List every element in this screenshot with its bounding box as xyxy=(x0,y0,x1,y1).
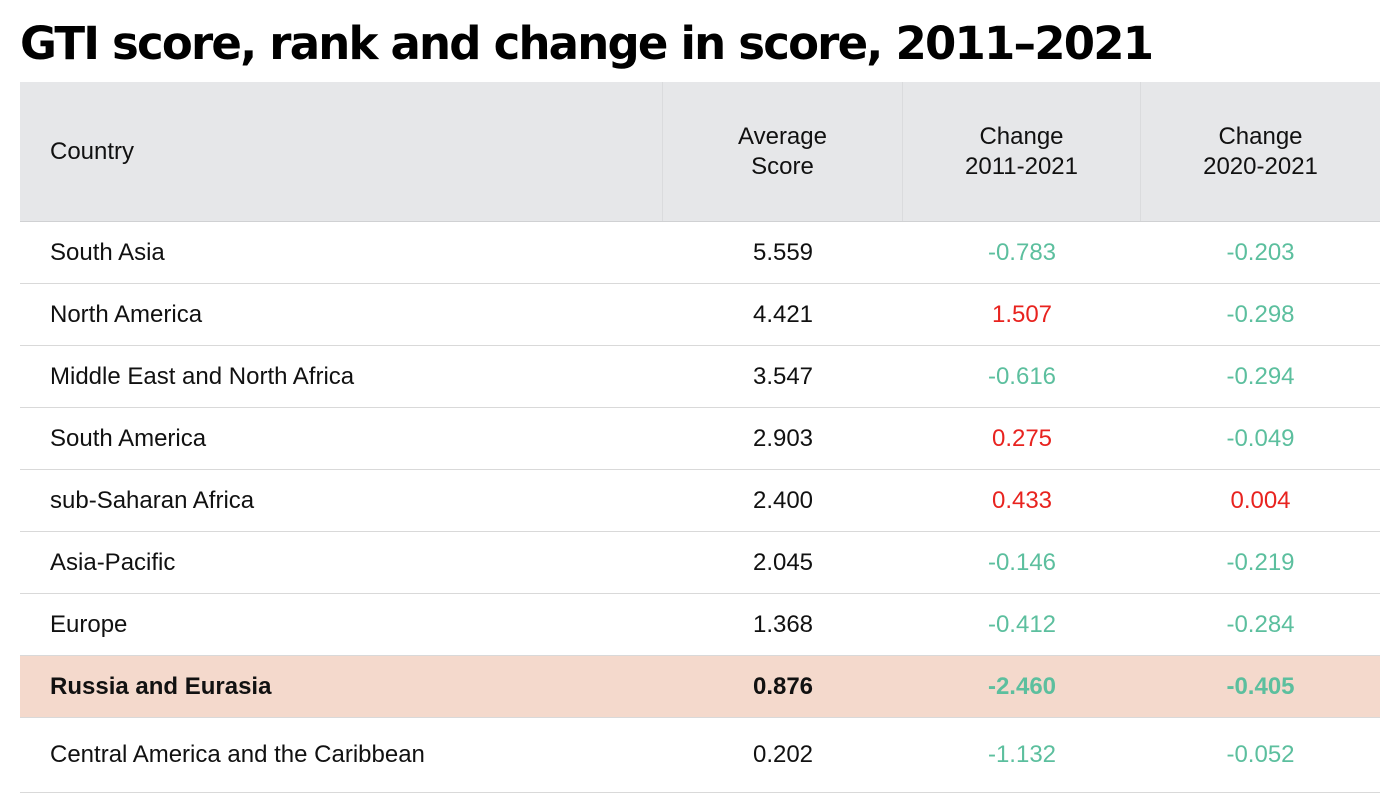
column-header-line: Change xyxy=(979,122,1064,150)
column-header-text: Change 2020-2021 xyxy=(1203,122,1318,182)
table-row: Middle East and North Africa 3.547 -0.616 -… xyxy=(20,346,1380,408)
average-score: 2.903 xyxy=(752,424,814,452)
region-name: North America xyxy=(50,300,203,328)
region-name: Russia and Eurasia xyxy=(50,672,272,700)
column-header-ch1121: Change 2011-2021 xyxy=(903,82,1141,221)
change-value: -1.132 xyxy=(987,741,1057,768)
column-header-ch2021: Change 2020-2021 xyxy=(1141,82,1380,221)
change-value: -0.203 xyxy=(1226,238,1295,266)
change-value: 1.507 xyxy=(991,300,1053,328)
average-score: 1.368 xyxy=(752,610,814,638)
column-header-text: Country xyxy=(50,137,134,167)
table-row: Europe 1.368 -0.412 -0.284 xyxy=(20,594,1380,656)
change-value: -0.405 xyxy=(1226,672,1295,700)
table-row: Asia-Pacific 2.045 -0.146 -0.219 xyxy=(20,532,1380,594)
column-header-line: Country xyxy=(50,137,135,165)
average-score: 0.202 xyxy=(752,741,814,768)
column-header-line: Average xyxy=(738,122,827,150)
average-score: 4.421 xyxy=(752,300,814,328)
region-name: South America xyxy=(50,424,207,452)
region-name: Asia-Pacific xyxy=(50,548,176,576)
column-header-line: Score xyxy=(751,152,814,180)
column-header-line: 2011-2021 xyxy=(965,152,1078,180)
region-name: Middle East and North Africa xyxy=(50,362,355,390)
table-row: South America 2.903 0.275 -0.049 xyxy=(20,408,1380,470)
change-value: -0.783 xyxy=(987,238,1057,266)
region-name: sub-Saharan Africa xyxy=(50,486,255,514)
table-row: Central America and the Caribbean 0.202 -1… xyxy=(20,718,1380,793)
column-header-line: Change xyxy=(1218,122,1303,150)
average-score: 5.559 xyxy=(752,238,814,266)
average-score: 2.400 xyxy=(752,486,814,514)
change-value: -0.146 xyxy=(987,548,1057,576)
table-row: sub-Saharan Africa 2.400 0.433 0.004 xyxy=(20,470,1380,532)
average-score: 3.547 xyxy=(752,362,814,390)
change-value: 0.433 xyxy=(991,486,1053,514)
table-row: North America 4.421 1.507 -0.298 xyxy=(20,284,1380,346)
table-body: South Asia 5.559 -0.783 -0.203 North America… xyxy=(20,222,1380,793)
change-value: -0.616 xyxy=(987,362,1057,390)
change-value: -0.052 xyxy=(1226,741,1295,768)
column-header-text: Change 2011-2021 xyxy=(965,122,1078,182)
column-header-line: 2020-2021 xyxy=(1203,152,1318,180)
region-name: South Asia xyxy=(50,238,165,266)
region-name: Europe xyxy=(50,610,128,638)
change-value: -0.049 xyxy=(1226,424,1295,452)
average-score: 2.045 xyxy=(752,548,814,576)
change-value: -0.412 xyxy=(987,610,1057,638)
change-value: -2.460 xyxy=(987,672,1057,700)
change-value: -0.294 xyxy=(1226,362,1295,390)
chart-title: GTI score, rank and change in score, 201… xyxy=(20,17,1154,70)
change-value: 0.275 xyxy=(991,424,1053,452)
region-name: Central America and the Caribbean xyxy=(50,741,425,768)
column-header-avg: Average Score xyxy=(663,82,903,221)
change-value: -0.219 xyxy=(1226,548,1295,576)
average-score: 0.876 xyxy=(752,672,814,700)
column-header-country: Country xyxy=(20,82,663,221)
data-table: Country Average Score Change 2011-2021 Change… xyxy=(20,82,1380,793)
table-row-highlighted: Russia and Eurasia 0.876 -2.460 -0.405 xyxy=(20,656,1380,718)
change-value: -0.284 xyxy=(1226,610,1295,638)
change-value: -0.298 xyxy=(1226,300,1295,328)
change-value: 0.004 xyxy=(1230,486,1291,514)
table-row: South Asia 5.559 -0.783 -0.203 xyxy=(20,222,1380,284)
table-header: Country Average Score Change 2011-2021 Change… xyxy=(20,82,1380,222)
column-header-text: Average Score xyxy=(738,122,827,182)
